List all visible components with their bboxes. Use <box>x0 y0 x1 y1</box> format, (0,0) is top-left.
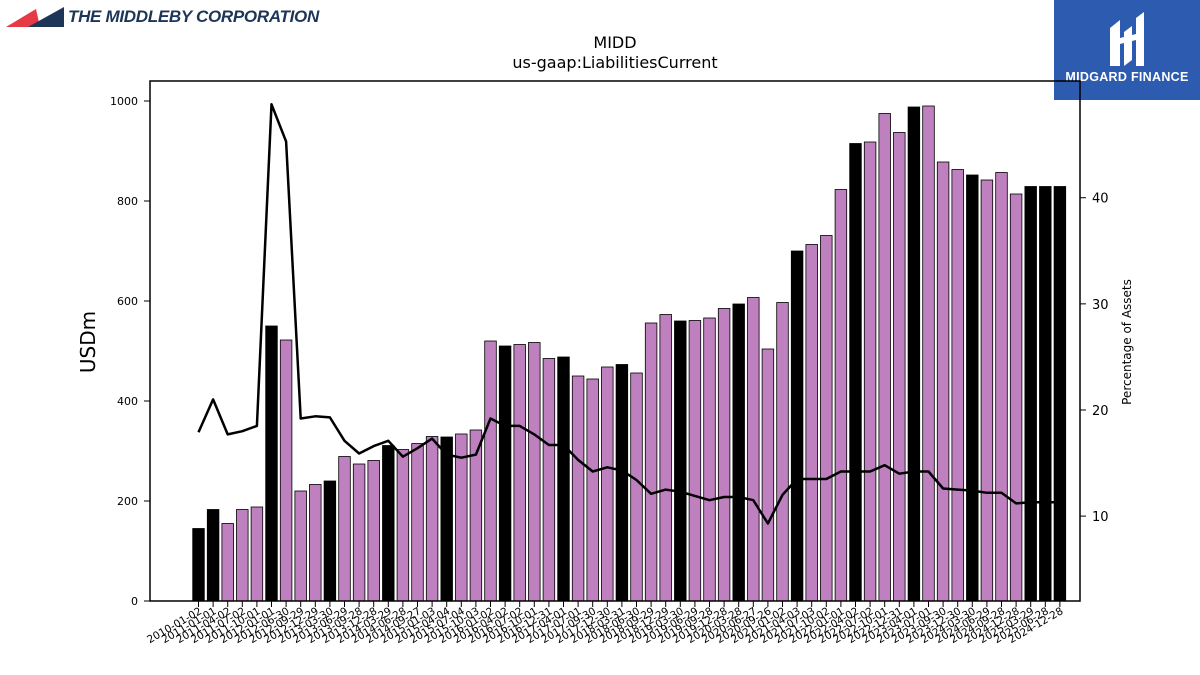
x-axis: 2010-01-022011-01-012011-04-022011-07-02… <box>145 601 1065 646</box>
y-tick-label: 1000 <box>110 95 138 108</box>
bar <box>221 523 234 602</box>
bar <box>382 445 395 602</box>
y2-tick-label: 20 <box>1092 404 1109 419</box>
bar <box>586 378 599 602</box>
y2-axis: 10 20 30 40 <box>1080 192 1109 525</box>
bar <box>528 342 541 602</box>
bar <box>352 463 366 602</box>
plot-frame <box>149 80 1081 602</box>
bar <box>557 356 570 602</box>
publisher-logo: MIDGARD FINANCE <box>1054 0 1200 100</box>
bar <box>309 484 322 602</box>
bar <box>571 375 585 602</box>
bar <box>820 235 833 602</box>
bar <box>440 436 453 602</box>
bar <box>980 179 994 602</box>
bar <box>747 297 760 602</box>
bar <box>644 322 658 602</box>
publisher-name: MIDGARD FINANCE <box>1065 70 1189 84</box>
bar <box>732 303 745 602</box>
chart-title: MIDD <box>593 33 637 52</box>
y2-tick-label: 40 <box>1092 192 1109 207</box>
bar <box>367 460 380 602</box>
company-name: THE MIDDLEBY CORPORATION <box>68 7 319 26</box>
chart-subtitle: us-gaap:LiabilitiesCurrent <box>512 53 718 72</box>
bar <box>338 456 351 602</box>
company-logo-mark-icon <box>6 7 64 27</box>
bar <box>659 314 672 602</box>
bar <box>396 449 410 602</box>
y-tick-label: 0 <box>131 595 138 608</box>
y2-tick-label: 10 <box>1092 510 1109 525</box>
bar <box>790 250 804 602</box>
bar <box>601 366 614 602</box>
bar <box>922 105 935 602</box>
bar <box>1024 186 1037 602</box>
bar <box>688 320 702 602</box>
publisher-emblem-icon <box>1110 12 1144 66</box>
bar-series <box>192 105 1067 602</box>
line-series <box>197 103 1060 525</box>
bar <box>630 372 643 602</box>
bar <box>425 436 439 602</box>
y-tick-label: 600 <box>117 295 138 308</box>
y2-axis-label: Percentage of Assets <box>1120 279 1134 405</box>
bar <box>907 106 921 602</box>
y-axis: 0 200 400 600 800 1000 <box>110 95 150 608</box>
bar <box>498 345 512 602</box>
bar <box>192 528 205 602</box>
y2-tick-label: 30 <box>1092 298 1109 313</box>
bar <box>250 506 264 602</box>
bar <box>236 509 249 602</box>
bar <box>323 480 337 602</box>
y-tick-label: 800 <box>117 195 138 208</box>
bar <box>455 433 468 602</box>
bar <box>863 141 877 602</box>
bar <box>776 302 789 602</box>
bar <box>703 317 716 602</box>
bar <box>279 339 293 602</box>
bar <box>294 490 307 602</box>
bar <box>484 340 497 602</box>
bar <box>951 169 964 602</box>
y-tick-label: 400 <box>117 395 138 408</box>
percentage-line <box>197 103 1060 525</box>
bar <box>878 113 891 602</box>
bar <box>615 364 629 602</box>
bar <box>717 308 731 602</box>
bar <box>1039 186 1052 602</box>
company-logo: THE MIDDLEBY CORPORATION <box>6 6 319 28</box>
bar <box>206 509 220 602</box>
bar <box>805 244 818 602</box>
bar <box>936 161 950 602</box>
bar <box>411 443 424 602</box>
bar <box>893 132 906 602</box>
bar <box>834 189 848 602</box>
bar <box>265 325 278 602</box>
bar <box>966 174 979 602</box>
bar <box>761 348 775 602</box>
bar <box>513 344 526 602</box>
bar <box>995 172 1008 602</box>
y-axis-label: USDm <box>76 311 100 373</box>
bar <box>674 320 687 602</box>
bar <box>849 143 862 602</box>
y-tick-label: 200 <box>117 495 138 508</box>
bar <box>542 358 556 602</box>
bar <box>1009 193 1023 602</box>
bar <box>1053 186 1067 602</box>
